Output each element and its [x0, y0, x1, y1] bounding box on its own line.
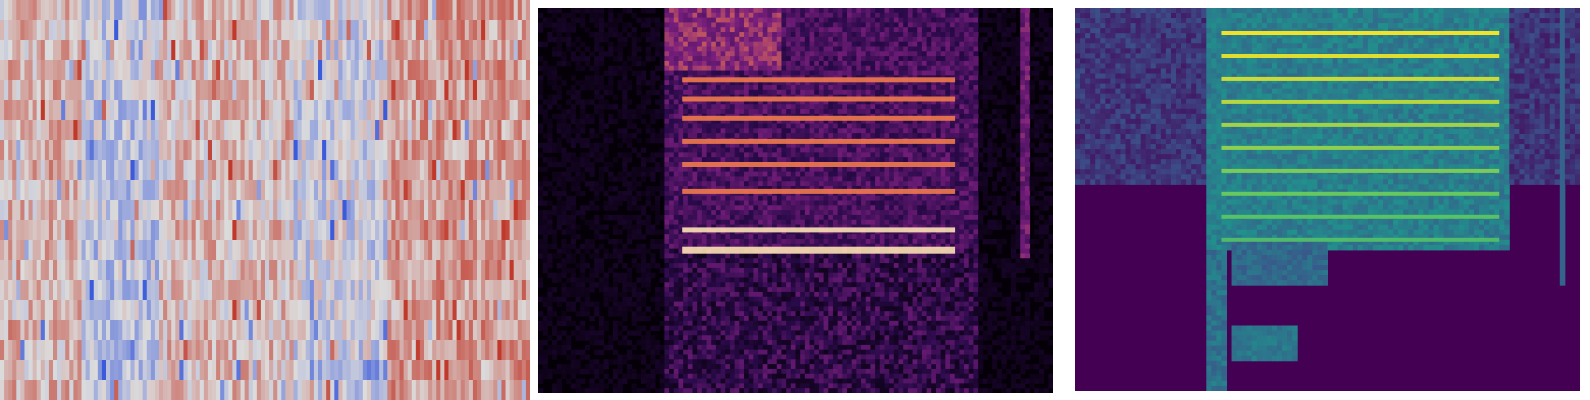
mfcc-heatmap-image — [0, 0, 530, 400]
mfcc-heatmap-panel — [0, 0, 530, 400]
harmonic-bands — [682, 77, 956, 254]
viridis-spectrogram-image — [1075, 8, 1580, 391]
harmonic-bands — [1221, 31, 1500, 242]
heatmap-cells — [0, 0, 530, 400]
magma-spectrogram-image — [538, 8, 1053, 393]
spectrogram-cells — [538, 8, 1053, 393]
viridis-spectrogram-panel — [1075, 8, 1580, 391]
magma-spectrogram-panel — [538, 8, 1053, 393]
